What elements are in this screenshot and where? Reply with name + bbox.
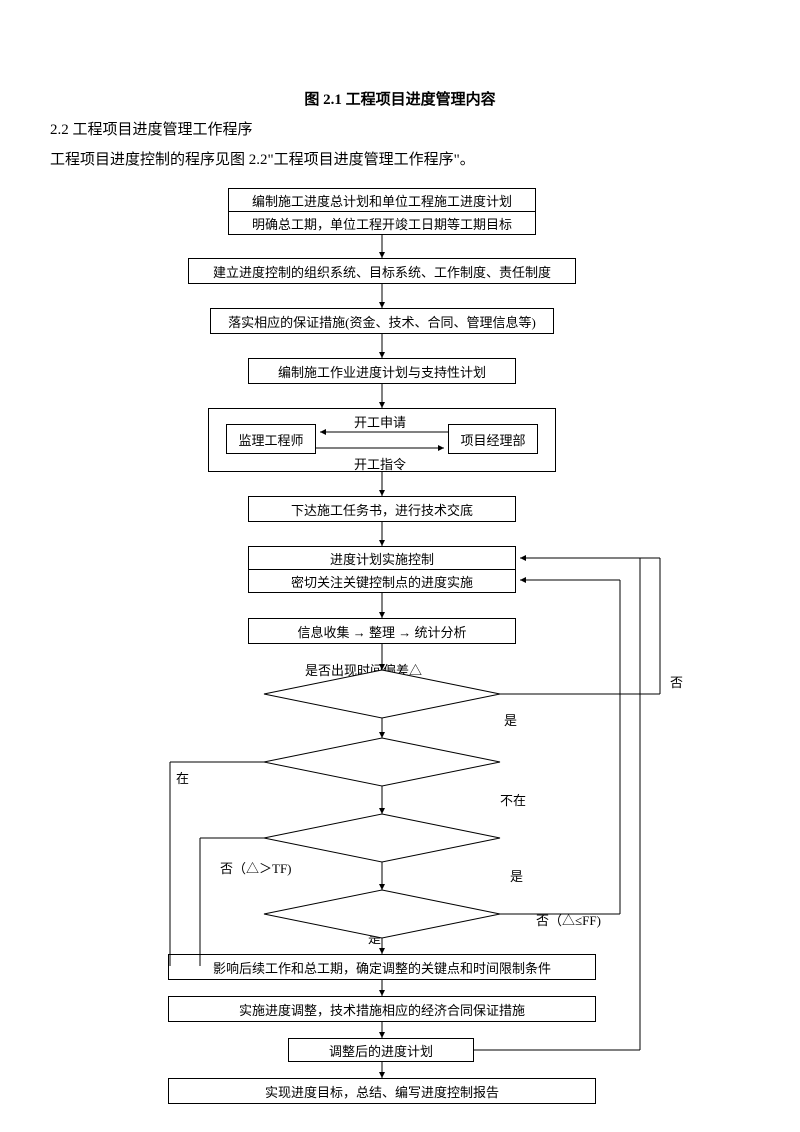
label-no-ff: 否（△≤FF): [536, 910, 601, 929]
decision-critical-path-label: △在不在关键线路上: [320, 755, 428, 772]
label-yes-d3: 是: [510, 866, 523, 885]
label-no-tf: 否（△＞TF): [220, 858, 292, 877]
label-start-order: 开工指令: [354, 454, 406, 473]
node-pm-dept: 项目经理部: [448, 424, 538, 454]
node-adjust: 实施进度调整，技术措施相应的经济合同保证措施: [168, 996, 596, 1022]
node-org-system: 建立进度控制的组织系统、目标系统、工作制度、责任制度: [188, 258, 576, 284]
node-measures: 落实相应的保证措施(资金、技术、合同、管理信息等): [210, 308, 554, 334]
label-yes-d1: 是: [504, 710, 517, 729]
node-key-points: 密切关注关键控制点的进度实施: [248, 569, 516, 593]
decision-ff-label: △是否大于自由时差 FF: [312, 907, 436, 924]
label-on-path: 在: [176, 768, 189, 787]
section-heading: 2.2 工程项目进度管理工作程序: [50, 118, 253, 142]
node-final-report: 实现进度目标，总结、编写进度控制报告: [168, 1078, 596, 1104]
label-yes-d4: 是: [368, 928, 381, 947]
label-not-on-path: 不在: [500, 790, 526, 809]
node-info-collect: 信息收集 → 整理 → 统计分析: [248, 618, 516, 644]
node-plan-compile: 编制施工进度总计划和单位工程施工进度计划: [228, 188, 536, 212]
node-task-issue: 下达施工任务书，进行技术交底: [248, 496, 516, 522]
intro-text: 工程项目进度控制的程序见图 2.2"工程项目进度管理工作程序"。: [50, 148, 475, 172]
label-start-apply: 开工申请: [354, 412, 406, 431]
node-plan-target: 明确总工期，单位工程开竣工日期等工期目标: [228, 211, 536, 235]
node-supervisor: 监理工程师: [226, 424, 316, 454]
node-impact: 影响后续工作和总工期，确定调整的关键点和时间限制条件: [168, 954, 596, 980]
label-no-far-right: 否: [670, 672, 683, 691]
decision-deviation-label: 是否出现时间偏差△: [305, 660, 422, 679]
node-work-plan: 编制施工作业进度计划与支持性计划: [248, 358, 516, 384]
figure-title: 图 2.1 工程项目进度管理内容: [0, 88, 800, 109]
decision-tf-label: △是否小于总时差 TF: [318, 831, 431, 848]
node-control-impl: 进度计划实施控制: [248, 546, 516, 570]
node-adjusted-plan: 调整后的进度计划: [288, 1038, 474, 1062]
page: 图 2.1 工程项目进度管理内容 2.2 工程项目进度管理工作程序 工程项目进度…: [0, 0, 800, 1132]
